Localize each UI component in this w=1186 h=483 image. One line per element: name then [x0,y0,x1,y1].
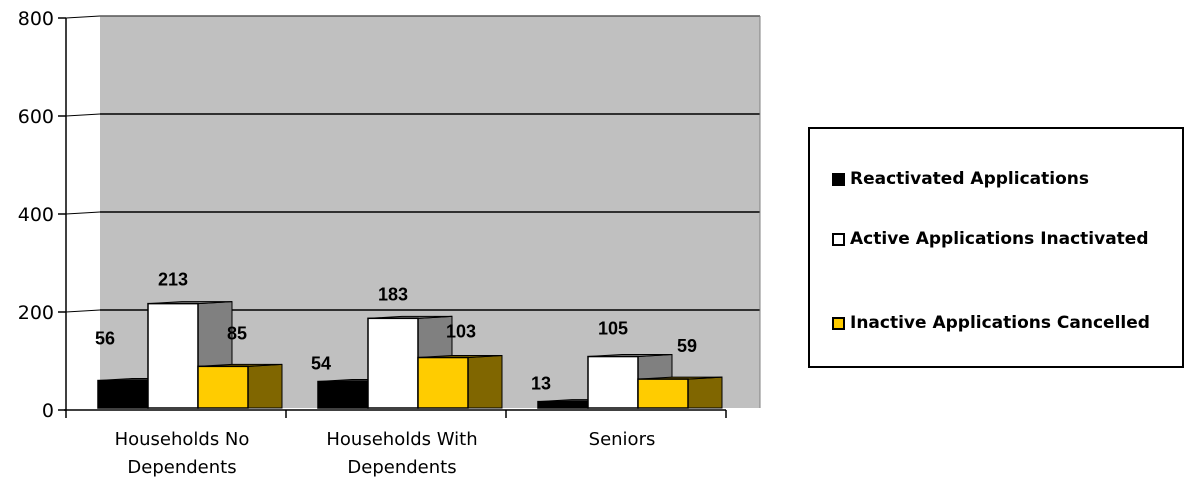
y-tick-label: 200 [18,302,54,324]
legend: Reactivated Applications Active Applicat… [808,127,1184,368]
legend-swatch [832,232,845,246]
bar [147,302,199,409]
data-label: 85 [227,323,247,343]
bar [97,379,149,409]
x-tick-label: Households With Dependents [326,429,477,478]
bar [317,380,369,409]
y-axis-ticks: 0 200 400 600 800 [18,8,66,422]
legend-swatch [832,172,845,186]
bar-side [247,363,283,409]
bars [97,301,723,409]
data-labels: 56 213 85 54 183 103 13 105 59 [95,270,697,394]
data-label: 183 [378,284,408,304]
gridline-side [65,15,101,19]
bar [417,356,469,409]
bar [587,355,639,409]
data-label: 213 [158,270,188,290]
bar-side [687,376,723,409]
data-label: 105 [598,319,628,339]
data-label: 54 [311,354,331,374]
y-tick-label: 400 [18,204,54,226]
x-axis-ticks: Households No Dependents Households With De… [65,410,727,478]
data-label: 56 [95,329,115,349]
bar-side [467,354,503,409]
legend-label: Inactive Applications Cancelled [850,313,1150,333]
gridline-side [65,211,101,215]
x-tick-label: Households No Dependents [115,429,250,478]
legend-item-reactivated: Reactivated Applications [832,169,1089,189]
y-tick-label: 0 [42,400,54,422]
legend-swatch [832,316,845,330]
gridline-side [65,309,101,313]
legend-label: Reactivated Applications [850,169,1089,189]
data-label: 59 [677,336,697,356]
bar [197,365,249,409]
gridline-side [65,113,101,117]
data-label: 103 [446,322,476,342]
bar [537,400,589,409]
bar [637,378,689,409]
legend-item-inactive-cancelled: Inactive Applications Cancelled [832,313,1150,333]
legend-item-active-inactivated: Active Applications Inactivated [832,229,1149,249]
legend-label: Active Applications Inactivated [850,229,1149,249]
x-tick-label: Seniors [589,429,656,450]
bar [367,317,419,409]
y-tick-label: 600 [18,106,54,128]
data-label: 13 [531,374,551,394]
y-tick-label: 800 [18,8,54,30]
